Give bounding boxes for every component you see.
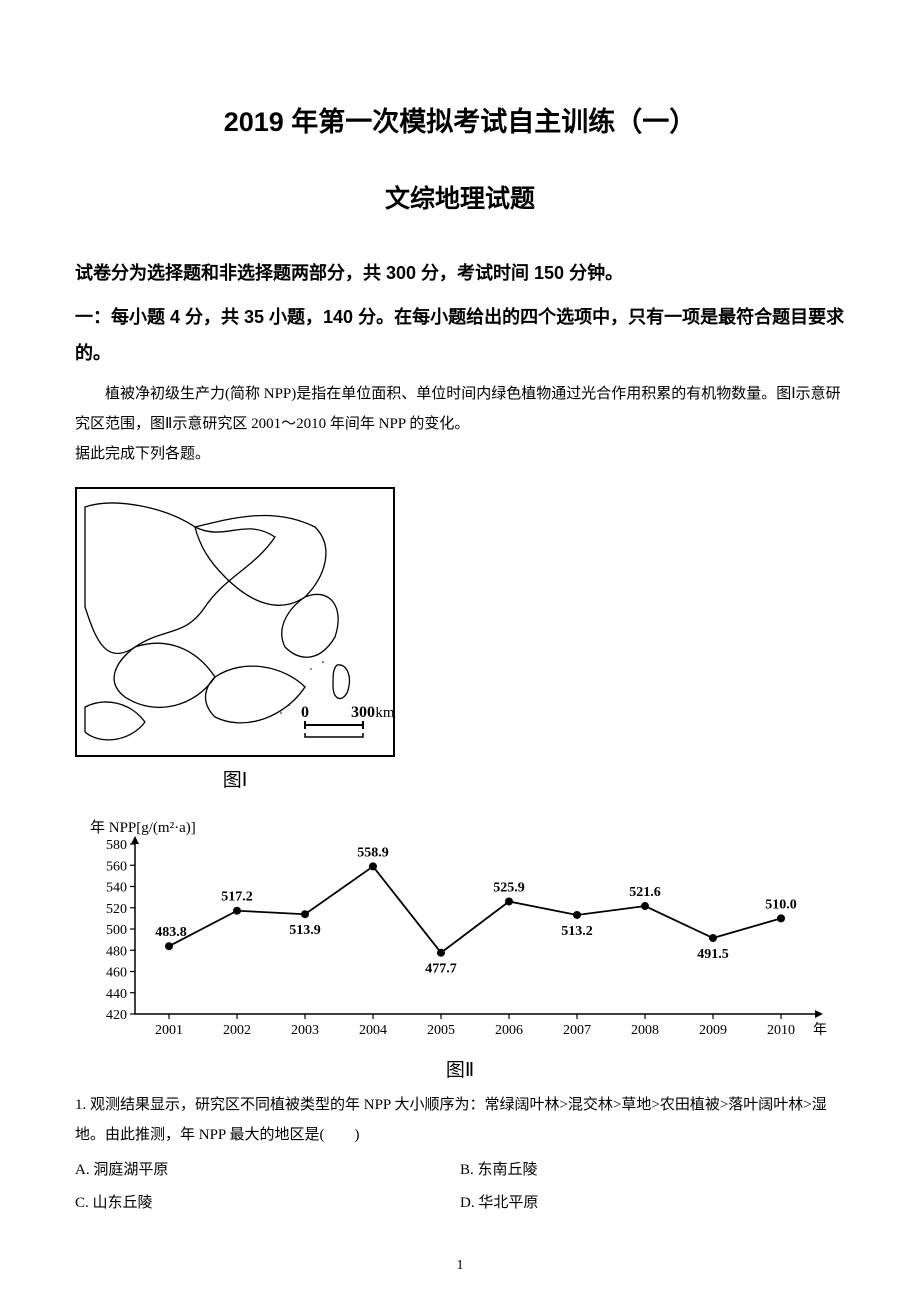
page-number: 1 (0, 1258, 920, 1274)
option-d: D. 华北平原 (460, 1187, 845, 1220)
svg-text:483.8: 483.8 (155, 925, 187, 940)
svg-text:513.2: 513.2 (561, 924, 593, 939)
option-a: A. 洞庭湖平原 (75, 1154, 460, 1187)
svg-text:510.0: 510.0 (765, 897, 797, 912)
svg-text:500: 500 (106, 923, 127, 938)
svg-text:580: 580 (106, 838, 127, 853)
svg-text:480: 480 (106, 944, 127, 959)
svg-text:2009: 2009 (699, 1023, 727, 1038)
option-c: C. 山东丘陵 (75, 1187, 460, 1220)
svg-text:2005: 2005 (427, 1023, 455, 1038)
map-figure: 0 300km (75, 487, 395, 757)
svg-text:2007: 2007 (563, 1023, 591, 1038)
svg-text:420: 420 (106, 1008, 127, 1023)
page-title-sub: 文综地理试题 (75, 179, 845, 215)
svg-text:558.9: 558.9 (357, 845, 389, 860)
svg-text:2003: 2003 (291, 1023, 319, 1038)
option-b: B. 东南丘陵 (460, 1154, 845, 1187)
figure-2-label: 图Ⅱ (75, 1055, 845, 1082)
svg-text:年 NPP[g/(m²·a)]: 年 NPP[g/(m²·a)] (90, 819, 196, 836)
svg-text:2002: 2002 (223, 1023, 251, 1038)
svg-text:年: 年 (813, 1022, 827, 1038)
svg-text:560: 560 (106, 859, 127, 874)
svg-text:2004: 2004 (359, 1023, 387, 1038)
svg-text:513.9: 513.9 (289, 923, 321, 938)
svg-text:km: km (375, 705, 395, 721)
question-1-stem: 1. 观测结果显示，研究区不同植被类型的年 NPP 大小顺序为：常绿阔叶林>混交… (75, 1090, 845, 1150)
svg-text:525.9: 525.9 (493, 880, 525, 895)
intro-line-1: 试卷分为选择题和非选择题两部分，共 300 分，考试时间 150 分钟。 (75, 255, 845, 291)
svg-text:2001: 2001 (155, 1023, 183, 1038)
svg-text:2008: 2008 (631, 1023, 659, 1038)
question-1-options: A. 洞庭湖平原 B. 东南丘陵 C. 山东丘陵 D. 华北平原 (75, 1154, 845, 1220)
svg-text:0: 0 (301, 704, 309, 721)
svg-text:521.6: 521.6 (629, 885, 661, 900)
svg-text:440: 440 (106, 987, 127, 1002)
svg-text:517.2: 517.2 (221, 890, 253, 905)
svg-text:300: 300 (351, 704, 375, 721)
exam-page: 2019 年第一次模拟考试自主训练（一） 文综地理试题 试卷分为选择题和非选择题… (0, 0, 920, 1302)
svg-text:540: 540 (106, 881, 127, 896)
figure-1-label: 图Ⅰ (75, 765, 395, 792)
intro-line-2: 一：每小题 4 分，共 35 小题，140 分。在每小题给出的四个选项中，只有一… (75, 299, 845, 371)
svg-text:460: 460 (106, 966, 127, 981)
svg-text:491.5: 491.5 (697, 947, 729, 962)
svg-text:520: 520 (106, 902, 127, 917)
svg-text:2010: 2010 (767, 1023, 795, 1038)
page-title-main: 2019 年第一次模拟考试自主训练（一） (75, 100, 845, 139)
svg-text:477.7: 477.7 (425, 962, 457, 977)
figure-2-block: 年 NPP[g/(m²·a)] 420 440 460 480 500 520 540 560 5… (75, 814, 845, 1082)
passage-paragraph-2: 据此完成下列各题。 (75, 439, 845, 469)
passage-paragraph-1: 植被净初级生产力(简称 NPP)是指在单位面积、单位时间内绿色植物通过光合作用积… (75, 379, 845, 439)
figure-1-block: 0 300km 图Ⅰ (75, 487, 845, 792)
svg-text:2006: 2006 (495, 1023, 523, 1038)
line-chart: 年 NPP[g/(m²·a)] 420 440 460 480 500 520 540 560 5… (75, 814, 835, 1044)
